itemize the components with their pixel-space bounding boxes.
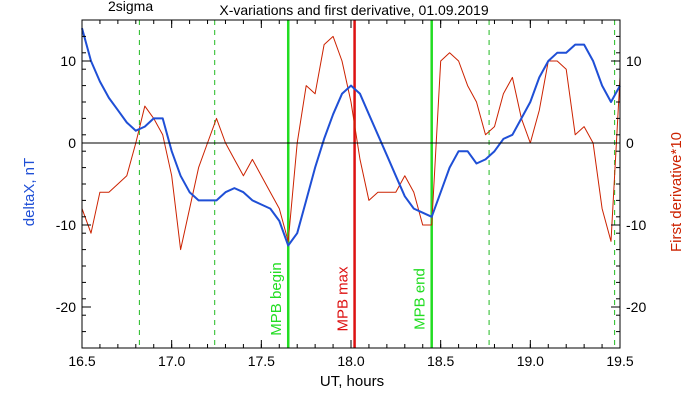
y-tick-label-right-3: 10 — [626, 53, 642, 69]
y-tick-label-left-1: -10 — [56, 217, 76, 233]
x-tick-label-3: 18.0 — [337, 353, 364, 369]
y-tick-label-right-2: 0 — [626, 135, 634, 151]
x-tick-label-5: 19.0 — [517, 353, 544, 369]
vline-label-4: MPB end — [412, 268, 429, 330]
y-tick-label-left-3: 10 — [60, 53, 76, 69]
axis-ticks: 16.5 17.0 17.5 18.0 18.5 19.0 19.5 -20 -20 -10 -10… — [56, 19, 646, 369]
y-tick-label-left-0: -20 — [56, 299, 76, 315]
x-tick-label-4: 18.5 — [427, 353, 454, 369]
chart-title: X-variations and first derivative, 01.09… — [219, 2, 488, 18]
x-axis-title: UT, hours — [320, 373, 384, 390]
x-tick-label-2: 17.5 — [248, 353, 275, 369]
y-tick-label-right-0: -20 — [626, 299, 646, 315]
vline-label-3: MPB max — [335, 266, 352, 332]
vline-label-2: MPB begin — [268, 262, 285, 335]
series-deltaX — [81, 27, 621, 247]
y-tick-label-right-1: -10 — [626, 217, 646, 233]
x-tick-label-1: 17.0 — [158, 353, 185, 369]
x-tick-label-0: 16.5 — [68, 353, 95, 369]
series-layer — [81, 27, 621, 251]
y-tick-label-left-2: 0 — [68, 135, 76, 151]
y-axis-right-title: First derivative*10 — [668, 132, 685, 252]
vertical-markers: MPB begin MPB max MPB end — [138, 20, 616, 348]
corner-label: 2sigma — [108, 0, 153, 14]
x-tick-label-6: 19.5 — [606, 353, 633, 369]
y-axis-left-title: deltaX, nT — [21, 158, 38, 226]
